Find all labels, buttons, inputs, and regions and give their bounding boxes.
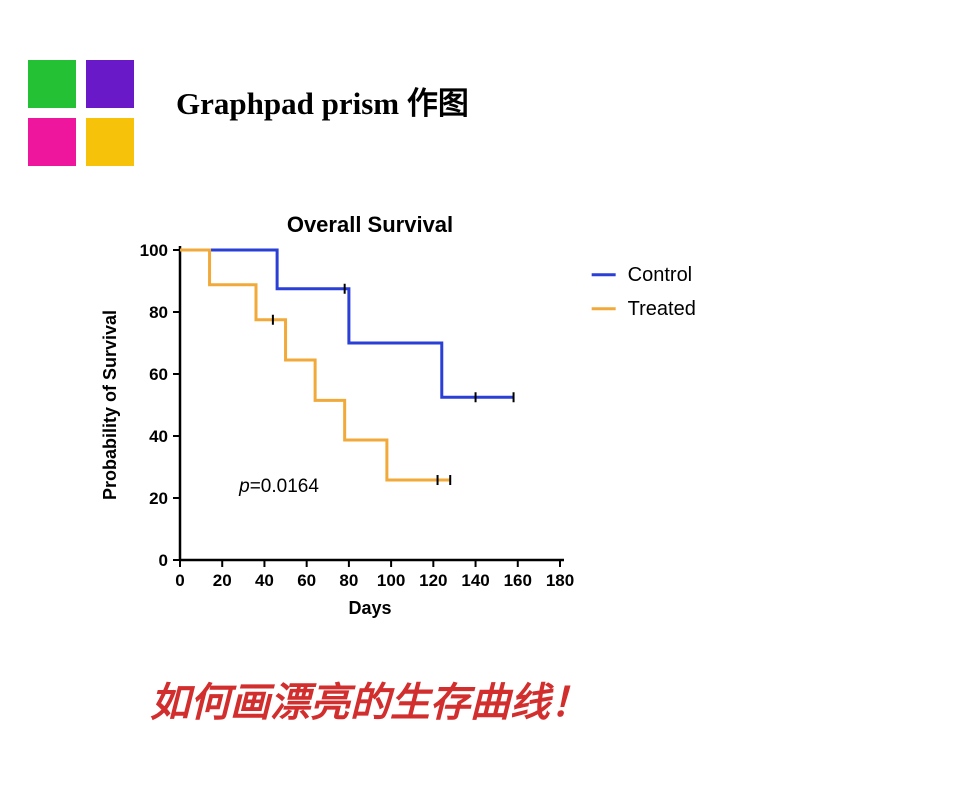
svg-text:0: 0 [175,571,184,590]
logo-grid [28,60,134,166]
svg-text:60: 60 [297,571,316,590]
caption-text: 如何画漂亮的生存曲线！ [150,670,590,728]
svg-text:Probability of Survival: Probability of Survival [100,310,120,500]
svg-text:80: 80 [149,303,168,322]
svg-text:60: 60 [149,365,168,384]
svg-text:40: 40 [149,427,168,446]
page-title: Graphpad prism 作图 [176,78,469,123]
svg-text:160: 160 [504,571,532,590]
svg-text:100: 100 [140,241,168,260]
svg-text:Control: Control [628,264,692,286]
logo-square-4 [86,118,134,166]
svg-text:Overall Survival: Overall Survival [287,212,453,237]
svg-text:100: 100 [377,571,405,590]
svg-text:140: 140 [461,571,489,590]
svg-text:Days: Days [348,598,391,618]
svg-text:20: 20 [213,571,232,590]
svg-text:p=0.0164: p=0.0164 [238,476,319,497]
svg-text:20: 20 [149,489,168,508]
survival-chart: 0 20 40 60 80 100 120 140 160 180 0 20 40 60 80 100 Days… [80,200,880,630]
svg-text:180: 180 [546,571,574,590]
svg-text:0: 0 [159,551,168,570]
svg-text:80: 80 [339,571,358,590]
svg-text:40: 40 [255,571,274,590]
logo-square-3 [28,118,76,166]
logo-square-2 [86,60,134,108]
svg-text:120: 120 [419,571,447,590]
logo-square-1 [28,60,76,108]
svg-text:Treated: Treated [628,298,696,320]
